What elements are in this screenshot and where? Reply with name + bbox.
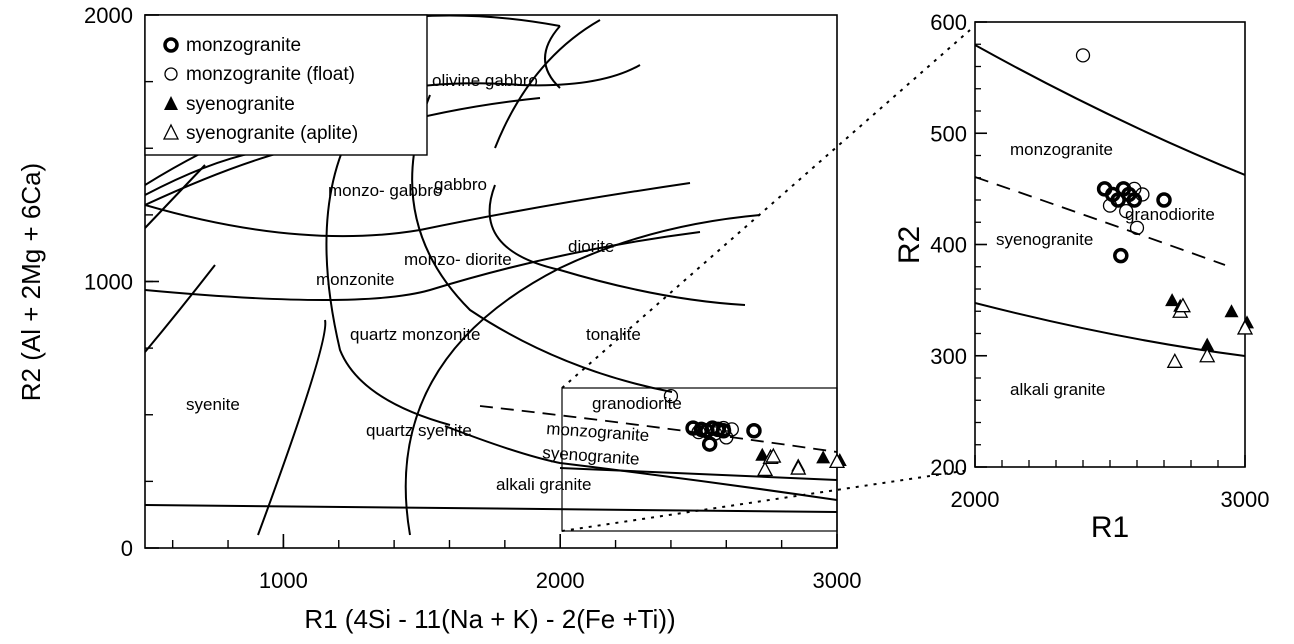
legend-label-syenogranite-aplite: syenogranite (aplite) — [186, 123, 358, 144]
legend-label-syenogranite: syenogranite — [186, 94, 295, 115]
main-x-tick-label: 2000 — [536, 568, 585, 593]
inset-field-label-granodiorite: granodiorite — [1125, 205, 1215, 224]
inset-x-axis-title: R1 — [1091, 511, 1129, 544]
main-data-points — [663, 388, 847, 477]
main-x-tick-label: 1000 — [259, 568, 308, 593]
field-label-monzo-diorite: monzo- diorite — [404, 250, 512, 269]
main-point-monzogranite-float — [724, 422, 739, 437]
inset-point-syenogranite — [1224, 304, 1239, 318]
main-point-syenogranite-aplite — [765, 447, 782, 463]
field-label-quartz-syenite: quartz syenite — [366, 421, 472, 440]
legend-label-monzogranite: monzogranite — [186, 35, 301, 56]
main-point-monzogranite — [701, 436, 718, 452]
inset-y-tick-label: 300 — [930, 344, 967, 369]
inset-dashed-boundary — [974, 176, 1226, 266]
field-label-gabbro: gabbro — [434, 175, 487, 194]
boundary-quartz-monzonite — [257, 319, 327, 536]
main-y-tick-label: 1000 — [84, 270, 133, 295]
main-x-tick-label: 3000 — [813, 568, 862, 593]
legend: monzogranite monzogranite (float) syenog… — [144, 14, 428, 156]
main-point-monzogranite-float — [716, 420, 731, 436]
inset-field-label-alkali-granite: alkali granite — [1010, 380, 1105, 399]
field-label-granodiorite: granodiorite — [592, 394, 682, 413]
inset-x-tick-label: 3000 — [1221, 487, 1270, 512]
main-dashed-boundary — [479, 405, 838, 453]
inset-point-syenogranite-aplite — [1236, 319, 1254, 335]
field-label-alkali-granite: alkali granite — [496, 475, 591, 494]
inset-data-points — [1075, 48, 1254, 368]
inset-axis-ticks: 2000 3000 200 300 400 500 600 — [930, 10, 1269, 512]
inset-field-label-syenogranite: syenogranite — [996, 230, 1093, 249]
zoom-connector-top — [561, 29, 971, 389]
boundary-gabbro-cup — [544, 25, 561, 89]
field-label-monzo-gabbro: monzo- gabbro — [328, 181, 442, 200]
field-label-olivine-gabbro-1: olivine gabbro — [432, 71, 538, 90]
boundary-monzodiorite-left — [411, 94, 673, 393]
field-label-diorite: diorite — [568, 237, 614, 256]
inset-point-syenogranite-aplite — [1166, 352, 1183, 368]
boundary-olivine-gabbro-right — [494, 19, 601, 149]
main-point-monzogranite-float — [663, 388, 679, 404]
boundary-granodiorite-top — [444, 425, 837, 501]
field-label-quartz-monzonite: quartz monzonite — [350, 325, 480, 344]
inset-point-syenogranite — [1200, 337, 1215, 351]
boundary-syenogranite-bottom — [559, 467, 837, 481]
field-label-syenite: syenite — [186, 395, 240, 414]
zoom-connector-bottom — [561, 469, 971, 532]
main-y-axis-title: R2 (Al + 2Mg + 6Ca) — [16, 163, 46, 401]
inset-y-axis-title: R2 — [893, 226, 926, 264]
boundary-left-diag-2 — [145, 164, 206, 229]
main-point-syenogranite — [816, 450, 831, 464]
inset-field-label-monzogranite: monzogranite — [1010, 140, 1113, 159]
legend-label-monzogranite-float: monzogranite (float) — [186, 64, 355, 85]
inset-point-monzogranite-float — [1102, 198, 1118, 213]
boundary-quartz-syenite — [404, 214, 761, 536]
inset-field-labels: granodiorite monzogranite syenogranite a… — [996, 140, 1215, 399]
inset-y-tick-label: 400 — [930, 233, 967, 258]
boundary-alkali-granite-bottom — [145, 504, 837, 513]
inset-point-monzogranite — [1113, 247, 1129, 264]
main-point-syenogranite-aplite — [790, 459, 807, 475]
main-x-axis-title: R1 (4Si - 11(Na + K) - 2(Fe +Ti)) — [304, 604, 675, 634]
legend-marker-syenogranite — [164, 96, 178, 110]
inset-point-monzogranite-float — [1135, 187, 1150, 202]
main-point-monzogranite-float — [719, 430, 734, 445]
main-point-syenogranite-aplite — [756, 461, 774, 477]
field-label-tonalite: tonalite — [586, 325, 641, 344]
inset-point-monzogranite-float — [1075, 48, 1091, 63]
main-point-monzogranite — [746, 422, 762, 439]
inset-point-monzogranite — [1156, 192, 1172, 208]
field-label-monzogranite: monzogranite — [546, 419, 650, 445]
inset-point-syenogranite — [1165, 293, 1180, 307]
main-y-tick-label: 0 — [121, 536, 133, 561]
inset-point-syenogranite-aplite — [1199, 347, 1216, 363]
field-label-syenogranite: syenogranite — [542, 443, 640, 469]
main-axis-ticks: 1000 2000 3000 0 1000 2000 — [84, 3, 861, 593]
inset-point-monzogranite-float — [1119, 203, 1134, 219]
inset-y-tick-label: 500 — [930, 121, 967, 146]
legend-box — [144, 14, 428, 156]
field-label-monzonite: monzonite — [316, 270, 394, 289]
boundary-diorite-left — [488, 184, 746, 306]
legend-marker-monzogranite — [163, 37, 179, 53]
main-point-syenogranite-aplite — [828, 453, 846, 469]
inset-point-monzogranite-float — [1127, 181, 1142, 197]
inset-point-syenogranite-aplite — [1174, 297, 1191, 313]
inset-y-tick-label: 200 — [930, 455, 967, 480]
legend-marker-syenogranite-aplite — [162, 123, 180, 140]
main-y-tick-label: 2000 — [84, 3, 133, 28]
main-point-syenogranite — [755, 447, 770, 461]
boundary-monzonite-lower — [145, 264, 216, 353]
inset-point-monzogranite-float — [1129, 220, 1145, 235]
inset-x-tick-label: 2000 — [951, 487, 1000, 512]
inset-field-boundaries — [975, 44, 1245, 357]
main-point-monzogranite-float — [691, 424, 706, 440]
inset-y-tick-label: 600 — [930, 10, 967, 35]
legend-marker-monzogranite-float — [164, 67, 178, 81]
inset-boundary-granodiorite — [975, 44, 1245, 176]
inset-boundary-alkali-granite — [975, 302, 1245, 357]
